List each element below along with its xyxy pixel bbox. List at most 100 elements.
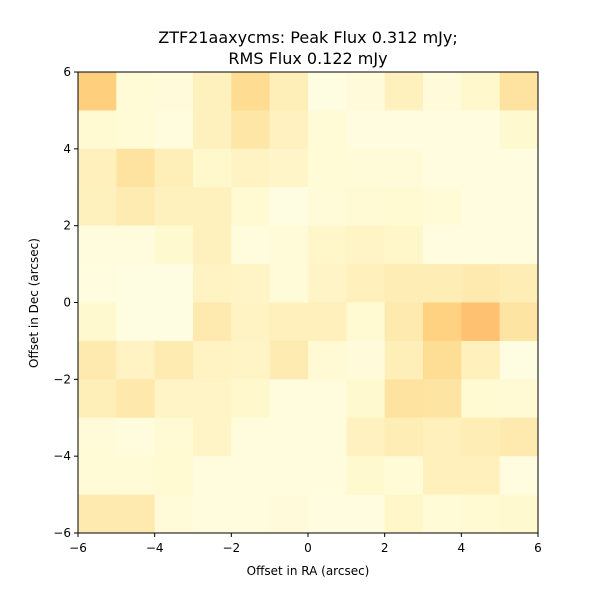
heatmap-cell xyxy=(423,110,462,150)
heatmap-cell xyxy=(116,110,156,150)
heatmap-cell xyxy=(154,379,194,419)
heatmap-cell xyxy=(461,264,501,303)
heatmap-cell xyxy=(423,494,462,534)
heatmap-cell xyxy=(499,264,539,303)
heatmap-cell xyxy=(154,456,194,496)
heatmap-cell xyxy=(154,148,194,188)
heatmap-cell xyxy=(384,494,424,534)
heatmap-cell xyxy=(269,417,309,457)
heatmap-cell xyxy=(231,417,271,457)
heatmap-cell xyxy=(269,187,309,227)
heatmap-cell xyxy=(346,302,386,342)
heatmap-cell xyxy=(346,110,386,150)
heatmap-cell xyxy=(154,264,194,303)
heatmap-cell xyxy=(116,187,156,227)
y-axis-ticks: −6 −4 −2 0 2 4 6 xyxy=(53,65,78,540)
x-tick-label: −4 xyxy=(146,541,164,555)
heatmap-cell xyxy=(78,225,117,265)
y-tick-label: −6 xyxy=(53,526,71,540)
heatmap-cell xyxy=(116,148,156,188)
heatmap-cell xyxy=(78,187,117,227)
heatmap-cell xyxy=(308,72,347,111)
y-axis-label: Offset in Dec (arcsec) xyxy=(27,238,41,368)
heatmap-cell xyxy=(231,110,271,150)
chart-title-line-1: ZTF21aaxycms: Peak Flux 0.312 mJy; xyxy=(158,28,458,47)
heatmap-cell xyxy=(346,72,386,111)
x-tick-label: 2 xyxy=(381,541,389,555)
heatmap-cell xyxy=(269,494,309,534)
heatmap-cell xyxy=(423,187,462,227)
heatmap-cell xyxy=(231,264,271,303)
x-axis-label: Offset in RA (arcsec) xyxy=(247,564,370,578)
heatmap-cell xyxy=(78,456,117,496)
heatmap-cell xyxy=(499,187,539,227)
y-tick-label: 6 xyxy=(63,65,71,79)
heatmap-cell xyxy=(231,225,271,265)
heatmap-cell xyxy=(499,340,539,380)
heatmap-cell xyxy=(154,72,194,111)
heatmap-cell xyxy=(461,417,501,457)
heatmap-cell xyxy=(116,340,156,380)
heatmap-cell xyxy=(461,456,501,496)
heatmap-cell xyxy=(78,302,117,342)
heatmap-cells xyxy=(78,72,539,534)
heatmap-cell xyxy=(154,225,194,265)
heatmap-cell xyxy=(346,264,386,303)
heatmap-cell xyxy=(346,148,386,188)
heatmap-cell xyxy=(116,264,156,303)
heatmap-cell xyxy=(308,225,347,265)
heatmap-cell xyxy=(231,302,271,342)
heatmap-cell xyxy=(78,379,117,419)
heatmap-cell xyxy=(78,494,117,534)
heatmap-cell xyxy=(78,148,117,188)
heatmap-cell xyxy=(269,148,309,188)
y-tick-label: −2 xyxy=(53,372,71,386)
heatmap-cell xyxy=(231,187,271,227)
heatmap-cell xyxy=(499,379,539,419)
heatmap-cell xyxy=(269,302,309,342)
heatmap-cell xyxy=(499,456,539,496)
heatmap-cell xyxy=(193,456,232,496)
heatmap-cell xyxy=(116,494,156,534)
heatmap-cell xyxy=(231,340,271,380)
heatmap-cell xyxy=(499,302,539,342)
heatmap-cell xyxy=(308,417,347,457)
heatmap-cell xyxy=(384,72,424,111)
heatmap-cell xyxy=(499,148,539,188)
heatmap-cell xyxy=(423,417,462,457)
chart-title-line-2: RMS Flux 0.122 mJy xyxy=(228,49,387,68)
heatmap-cell xyxy=(423,72,462,111)
heatmap-cell xyxy=(308,110,347,150)
heatmap-cell xyxy=(78,264,117,303)
y-tick-label: −4 xyxy=(53,449,71,463)
heatmap-cell xyxy=(499,494,539,534)
heatmap-cell xyxy=(154,187,194,227)
heatmap-cell xyxy=(116,225,156,265)
heatmap-cell xyxy=(78,72,117,111)
y-tick-label: 2 xyxy=(63,219,71,233)
x-tick-label: 4 xyxy=(458,541,466,555)
heatmap-cell xyxy=(116,302,156,342)
heatmap-cell xyxy=(499,72,539,111)
heatmap-cell xyxy=(423,340,462,380)
heatmap-cell xyxy=(423,456,462,496)
heatmap-cell xyxy=(269,456,309,496)
heatmap-cell xyxy=(154,340,194,380)
heatmap-cell xyxy=(78,417,117,457)
heatmap-cell xyxy=(231,148,271,188)
heatmap-cell xyxy=(193,302,232,342)
heatmap-cell xyxy=(384,187,424,227)
x-tick-label: 6 xyxy=(534,541,542,555)
heatmap-cell xyxy=(116,72,156,111)
heatmap-cell xyxy=(231,456,271,496)
heatmap-cell xyxy=(308,264,347,303)
heatmap-cell xyxy=(308,187,347,227)
heatmap-cell xyxy=(116,456,156,496)
x-tick-label: −2 xyxy=(222,541,240,555)
heatmap-cell xyxy=(193,379,232,419)
heatmap-cell xyxy=(346,494,386,534)
heatmap-cell xyxy=(461,302,501,342)
heatmap-cell xyxy=(423,379,462,419)
heatmap-cell xyxy=(461,494,501,534)
heatmap-cell xyxy=(78,340,117,380)
